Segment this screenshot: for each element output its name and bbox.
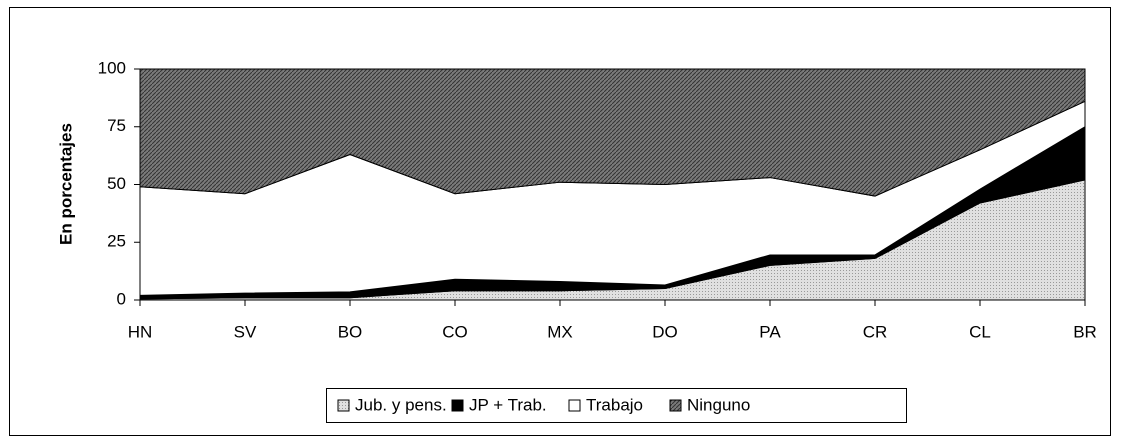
y-tick-label: 25 — [107, 232, 126, 251]
x-tick-label: DO — [652, 322, 678, 341]
x-tick-label: HN — [128, 322, 153, 341]
legend-label: Ninguno — [687, 395, 750, 414]
y-tick-label: 75 — [107, 116, 126, 135]
legend-label: Jub. y pens. — [355, 395, 447, 414]
legend-label: JP + Trab. — [469, 395, 547, 414]
x-tick-label: MX — [547, 322, 573, 341]
legend-swatch — [568, 399, 581, 412]
legend-swatch — [337, 399, 350, 412]
y-axis-label: En porcentajes — [56, 123, 75, 245]
x-tick-label: SV — [234, 322, 257, 341]
x-tick-label: CR — [863, 322, 888, 341]
legend-label: Trabajo — [586, 395, 643, 414]
legend-swatch — [451, 399, 464, 412]
x-tick-label: BR — [1073, 322, 1097, 341]
x-tick-label: CL — [969, 322, 991, 341]
legend-box — [326, 388, 907, 423]
y-tick-label: 0 — [117, 289, 126, 308]
legend-swatch — [669, 399, 682, 412]
x-tick-label: PA — [759, 322, 781, 341]
x-tick-label: CO — [442, 322, 468, 341]
x-tick-label: BO — [338, 322, 363, 341]
y-tick-label: 50 — [107, 174, 126, 193]
y-tick-label: 100 — [98, 58, 126, 77]
area — [139, 68, 1086, 197]
